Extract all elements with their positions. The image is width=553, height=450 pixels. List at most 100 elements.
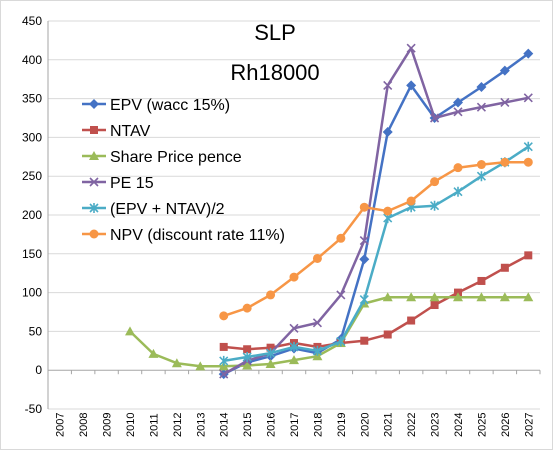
data-point — [89, 177, 99, 187]
x-tick-label: 2009 — [102, 413, 114, 437]
data-point — [359, 254, 370, 265]
chart-subtitle: Rh18000 — [230, 60, 319, 85]
data-point — [312, 318, 322, 328]
data-point — [523, 292, 534, 302]
legend-label: EPV (wacc 15%) — [110, 97, 230, 114]
series-4 — [219, 141, 533, 366]
data-point — [476, 81, 487, 92]
data-point — [453, 97, 463, 108]
data-point — [312, 345, 322, 356]
data-point — [500, 263, 509, 272]
data-point — [242, 360, 253, 370]
data-point — [360, 336, 369, 345]
data-point — [359, 236, 369, 246]
x-tick-label: 2027 — [523, 413, 535, 437]
data-point — [89, 203, 99, 213]
x-tick-label: 2014 — [219, 413, 231, 437]
y-tick-label: 150 — [22, 247, 42, 261]
x-tick-label: 2022 — [406, 413, 418, 437]
data-point — [336, 336, 346, 347]
series-line — [223, 52, 530, 376]
x-tick-label: 2025 — [476, 413, 488, 437]
legend-label: PE 15 — [110, 175, 154, 192]
data-point — [430, 177, 440, 187]
y-tick-label: 350 — [22, 92, 42, 106]
x-tick-label: 2021 — [383, 413, 395, 437]
chart-title: SLP — [254, 20, 296, 45]
data-point — [383, 330, 392, 339]
data-point — [523, 93, 533, 103]
x-tick-label: 2011 — [148, 413, 160, 437]
data-point — [383, 206, 393, 216]
legend-label: Share Price pence — [110, 149, 242, 166]
x-tick-label: 2024 — [453, 413, 465, 437]
legend-item: NTAV — [82, 123, 151, 140]
data-point — [500, 157, 510, 167]
axes: -50 0 50 100 150 200 250 300 350 400 450 2007 2008 20… — [22, 14, 541, 437]
data-point — [406, 196, 416, 206]
data-point — [219, 355, 229, 366]
x-tick-label: 2017 — [289, 413, 301, 437]
data-point — [89, 151, 99, 160]
data-point — [453, 186, 463, 197]
data-point — [477, 276, 486, 285]
data-point — [242, 352, 252, 363]
data-point — [89, 229, 99, 239]
data-point — [476, 102, 486, 112]
x-tick-label: 2013 — [195, 413, 207, 437]
data-point — [499, 65, 510, 76]
data-point — [266, 290, 276, 300]
x-tick-label: 2023 — [430, 413, 442, 437]
data-point — [453, 163, 463, 173]
data-point — [242, 303, 252, 313]
x-tick-label: 2019 — [336, 413, 348, 437]
y-tick-label: 450 — [22, 14, 42, 28]
data-point — [453, 292, 463, 302]
data-point — [336, 233, 346, 243]
data-point — [430, 113, 440, 123]
x-tick-label: 2018 — [312, 413, 324, 437]
x-tick-label: 2012 — [172, 413, 184, 437]
data-point — [359, 202, 369, 212]
x-tick-label: 2026 — [500, 413, 512, 437]
x-tick-label: 2007 — [55, 413, 67, 437]
legend-item: Share Price pence — [82, 149, 242, 166]
y-tick-label: 200 — [22, 208, 42, 222]
legend-item: PE 15 — [82, 175, 154, 192]
series-line — [223, 145, 529, 363]
legend-label: NTAV — [110, 123, 151, 140]
x-tick-label: 2016 — [266, 413, 278, 437]
data-point — [359, 294, 369, 305]
data-point — [453, 107, 463, 117]
data-point — [476, 171, 486, 182]
series-layer — [125, 43, 534, 380]
series-3 — [219, 43, 533, 379]
y-tick-label: 250 — [22, 169, 42, 183]
y-tick-label: 50 — [29, 324, 43, 338]
data-point — [476, 292, 487, 302]
x-tick-label: 2015 — [242, 413, 254, 437]
data-point — [266, 343, 275, 352]
y-tick-label: 400 — [22, 53, 42, 67]
series-line — [223, 46, 529, 376]
data-point — [406, 80, 417, 91]
data-point — [383, 80, 393, 90]
y-tick-label: -50 — [25, 402, 43, 416]
data-point — [266, 348, 276, 359]
data-point — [524, 251, 533, 260]
data-point — [289, 341, 299, 352]
legend-item: NPV (discount rate 11%) — [82, 227, 285, 244]
data-point — [476, 160, 486, 170]
data-point — [171, 358, 182, 368]
data-point — [243, 345, 252, 354]
data-point — [430, 200, 440, 211]
y-tick-label: 300 — [22, 130, 42, 144]
legend-label: (EPV + NTAV)/2 — [110, 201, 225, 218]
data-point — [382, 126, 393, 137]
data-point — [523, 141, 533, 152]
data-point — [289, 272, 299, 282]
data-point — [289, 355, 299, 365]
data-point — [289, 323, 299, 333]
